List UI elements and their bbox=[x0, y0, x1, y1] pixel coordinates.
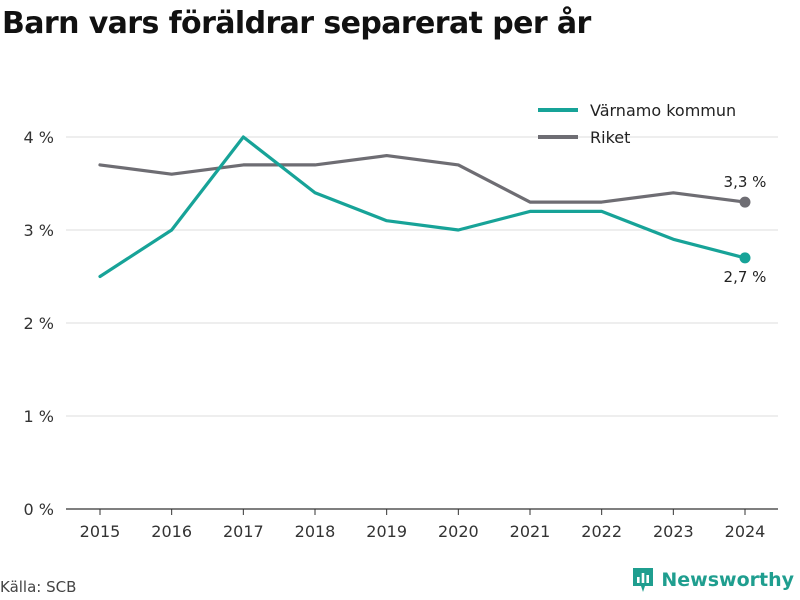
end-label-riket: 3,3 % bbox=[724, 173, 767, 191]
x-tick-label: 2016 bbox=[151, 522, 192, 541]
y-tick-label: 3 % bbox=[24, 221, 54, 240]
y-tick-label: 4 % bbox=[24, 128, 54, 147]
end-point-riket bbox=[739, 196, 751, 208]
brand-name: Newsworthy bbox=[661, 569, 794, 591]
series-line-riket bbox=[98, 154, 747, 204]
x-tick-label: 2024 bbox=[725, 522, 766, 541]
chart-title: Barn vars föräldrar separerat per år bbox=[2, 6, 591, 41]
end-point-varnamo bbox=[739, 252, 751, 264]
series-line-varnamo bbox=[98, 135, 747, 279]
legend-label-varnamo: Värnamo kommun bbox=[590, 101, 736, 120]
x-tick-label: 2021 bbox=[510, 522, 551, 541]
x-tick-label: 2022 bbox=[581, 522, 622, 541]
x-tick-label: 2023 bbox=[653, 522, 694, 541]
brand-logo: Newsworthy bbox=[631, 566, 794, 594]
x-axis: 2015 2016 2017 2018 2019 2020 2021 2022 2023 2024 bbox=[66, 508, 778, 541]
series-lines bbox=[98, 135, 751, 279]
x-tick-label: 2017 bbox=[223, 522, 264, 541]
x-tick-label: 2020 bbox=[438, 522, 479, 541]
y-tick-label: 0 % bbox=[24, 500, 54, 519]
gridlines bbox=[66, 136, 778, 417]
x-tick-label: 2018 bbox=[295, 522, 336, 541]
y-tick-label: 2 % bbox=[24, 314, 54, 333]
legend: Värnamo kommun Riket bbox=[538, 101, 736, 147]
y-tick-label: 1 % bbox=[24, 407, 54, 426]
legend-label-riket: Riket bbox=[590, 128, 630, 147]
x-tick-label: 2019 bbox=[366, 522, 407, 541]
newsworthy-logo-icon bbox=[633, 568, 654, 592]
end-label-varnamo: 2,7 % bbox=[724, 268, 767, 286]
x-tick-label: 2015 bbox=[80, 522, 121, 541]
y-axis-ticks: 0 % 1 % 2 % 3 % 4 % bbox=[24, 128, 54, 519]
source-note: Källa: SCB bbox=[0, 578, 77, 596]
